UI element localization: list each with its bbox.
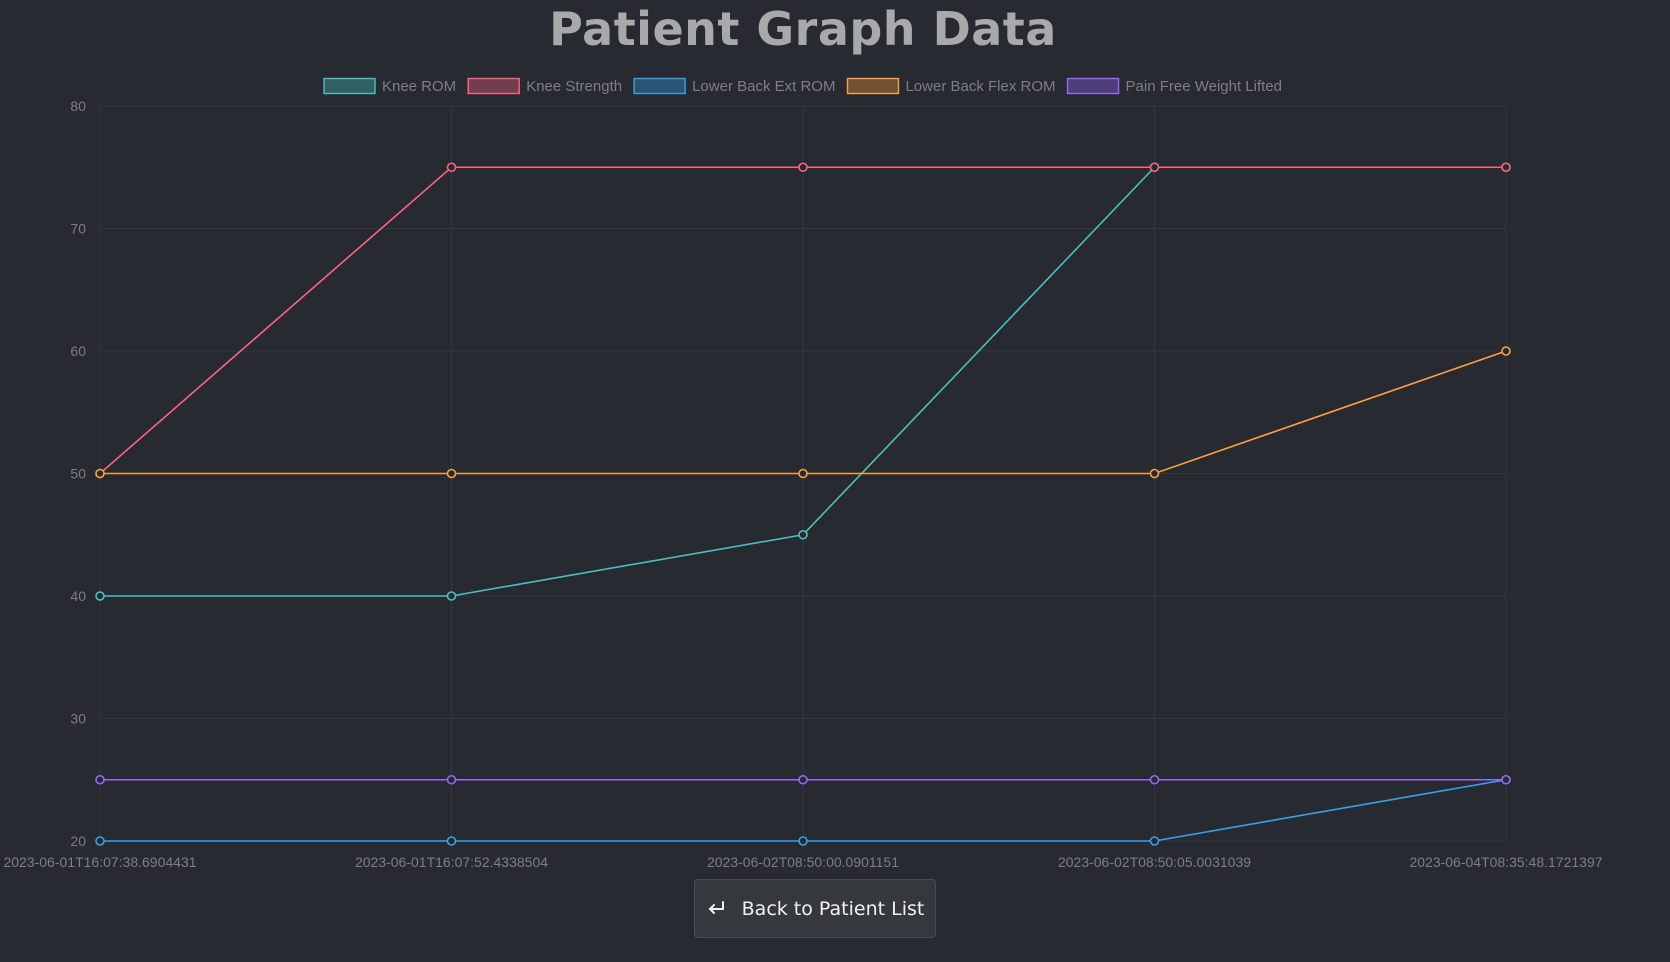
data-point-knee-rom[interactable] (446, 591, 457, 601)
data-point-knee-strength[interactable] (1501, 162, 1511, 173)
return-arrow-icon (706, 900, 728, 918)
data-point-lower-back-ext-rom[interactable] (798, 836, 808, 846)
data-point-knee-rom[interactable] (798, 529, 808, 540)
legend-label: Lower Back Flex ROM (905, 78, 1055, 95)
data-point-lower-back-ext-rom[interactable] (95, 836, 105, 846)
data-point-pain-free-weight-lifted[interactable] (1501, 774, 1511, 785)
y-tick-label: 50 (70, 466, 86, 482)
y-tick-label: 20 (70, 833, 86, 849)
page-title: Patient Graph Data (549, 2, 1057, 56)
legend-label: Knee Strength (526, 78, 622, 95)
back-to-patient-list-button[interactable]: Back to Patient List (694, 879, 936, 938)
back-button-label: Back to Patient List (741, 897, 925, 920)
data-point-lower-back-ext-rom[interactable] (1149, 836, 1160, 846)
legend-swatch (467, 77, 520, 95)
data-point-lower-back-flex-rom[interactable] (798, 468, 808, 479)
chart-series (95, 162, 1511, 846)
data-point-lower-back-flex-rom[interactable] (1501, 346, 1511, 356)
data-point-knee-strength[interactable] (1149, 162, 1160, 173)
legend-swatch (1066, 77, 1120, 95)
data-point-pain-free-weight-lifted[interactable] (95, 774, 105, 785)
data-point-knee-strength[interactable] (798, 162, 808, 173)
data-point-lower-back-flex-rom[interactable] (1149, 468, 1160, 479)
x-tick-label: 2023-06-02T08:50:05.0031039 (1058, 854, 1251, 870)
chart-legend: Knee ROM Knee Strength Lower Back Ext ROM L… (323, 77, 1282, 95)
legend-swatch (846, 77, 900, 95)
y-tick-label: 70 (70, 221, 86, 237)
legend-item-knee-rom[interactable]: Knee ROM (323, 77, 456, 95)
data-point-pain-free-weight-lifted[interactable] (798, 774, 808, 785)
legend-item-lower-back-flex-rom[interactable]: Lower Back Flex ROM (846, 77, 1056, 95)
legend-swatch (633, 77, 686, 95)
legend-item-lower-back-ext-rom[interactable]: Lower Back Ext ROM (633, 77, 835, 95)
y-axis-ticks: 20 30 40 50 60 70 80 (70, 98, 86, 849)
data-point-pain-free-weight-lifted[interactable] (1149, 774, 1160, 785)
data-point-knee-rom[interactable] (95, 591, 105, 601)
legend-item-knee-strength[interactable]: Knee Strength (467, 77, 622, 95)
x-tick-label: 2023-06-01T16:07:52.4338504 (355, 854, 548, 870)
legend-label: Knee ROM (382, 78, 456, 95)
data-point-knee-strength[interactable] (446, 162, 457, 173)
y-tick-label: 30 (70, 711, 86, 727)
x-tick-label: 2023-06-02T08:50:00.0901151 (707, 854, 899, 870)
x-tick-label: 2023-06-04T08:35:48.1721397 (1409, 854, 1602, 870)
data-point-lower-back-ext-rom[interactable] (446, 836, 457, 846)
y-tick-label: 60 (70, 343, 86, 359)
y-tick-label: 80 (70, 98, 86, 114)
legend-label: Lower Back Ext ROM (692, 78, 835, 95)
legend-label: Pain Free Weight Lifted (1126, 78, 1282, 95)
series-pain-free-weight-lifted (95, 774, 1511, 785)
data-point-pain-free-weight-lifted[interactable] (446, 774, 457, 785)
data-point-lower-back-flex-rom[interactable] (95, 468, 105, 479)
y-tick-label: 40 (70, 588, 86, 604)
x-axis-ticks: 2023-06-01T16:07:38.6904431 2023-06-01T16… (3, 854, 1602, 870)
data-point-lower-back-flex-rom[interactable] (446, 468, 457, 479)
legend-swatch (323, 77, 376, 95)
series-lower-back-flex-rom (95, 346, 1511, 479)
legend-item-pain-free-weight-lifted[interactable]: Pain Free Weight Lifted (1066, 77, 1282, 95)
x-tick-label: 2023-06-01T16:07:38.6904431 (3, 854, 196, 870)
